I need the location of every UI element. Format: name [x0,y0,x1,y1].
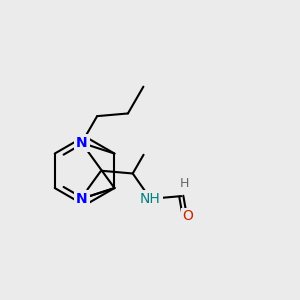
Text: N: N [76,192,88,206]
Text: O: O [182,209,193,223]
Text: H: H [179,176,189,190]
Text: N: N [76,136,88,150]
Text: NH: NH [140,192,161,206]
